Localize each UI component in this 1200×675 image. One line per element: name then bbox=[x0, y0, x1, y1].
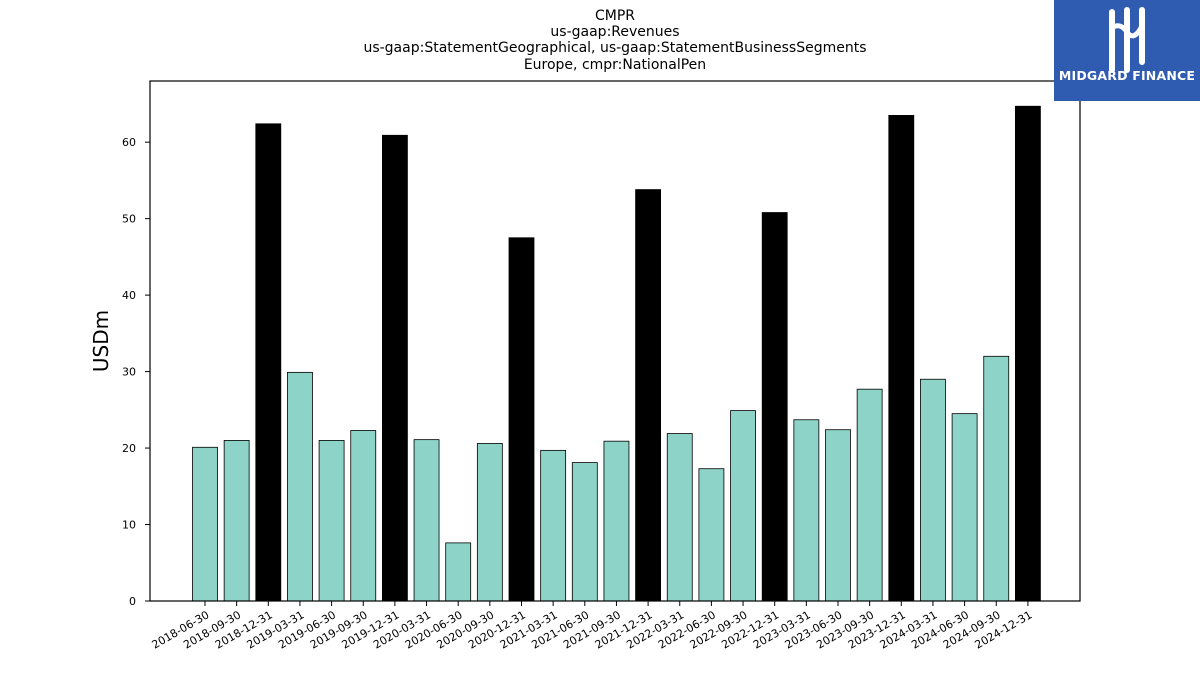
bar-2023-12-31 bbox=[888, 115, 915, 602]
bar-2023-06-30 bbox=[825, 429, 851, 602]
plot-frame bbox=[149, 80, 1081, 602]
chart-title-line-1: CMPR bbox=[594, 8, 636, 24]
bar-2024-06-30 bbox=[951, 413, 978, 602]
x-axis: 2018-06-302018-09-302018-12-312019-03-31… bbox=[150, 601, 1034, 652]
midgard-finance-logo: MIDGARD FINANCE bbox=[1054, 0, 1200, 101]
bar-2020-12-31 bbox=[508, 237, 535, 602]
bar-2021-09-30 bbox=[603, 440, 630, 602]
y-tick-label: 30 bbox=[122, 366, 136, 379]
logo-mark-icon bbox=[1109, 7, 1145, 73]
y-axis-label: USDm bbox=[89, 310, 113, 372]
y-tick-label: 50 bbox=[122, 213, 136, 226]
chart-title-line-4: Europe, cmpr:NationalPen bbox=[523, 57, 707, 73]
y-tick-label: 0 bbox=[129, 595, 136, 608]
bar-2024-12-31 bbox=[1015, 105, 1041, 602]
chart-title-line-2: us-gaap:Revenues bbox=[550, 24, 680, 40]
bar-2018-06-30 bbox=[192, 446, 218, 602]
bar-2019-06-30 bbox=[318, 440, 345, 602]
bar-2019-03-31 bbox=[287, 371, 313, 602]
bar-2023-09-30 bbox=[856, 388, 883, 602]
chart-title-line-3: us-gaap:StatementGeographical, us-gaap:S… bbox=[363, 40, 867, 56]
bar-2022-09-30 bbox=[730, 410, 756, 602]
bar-2019-09-30 bbox=[350, 430, 377, 602]
bars-group bbox=[192, 105, 1041, 602]
bar-2022-06-30 bbox=[698, 468, 725, 602]
y-tick-label: 10 bbox=[122, 519, 136, 532]
bar-2020-06-30 bbox=[445, 542, 472, 602]
y-tick-label: 20 bbox=[122, 442, 136, 455]
bar-2024-03-31 bbox=[920, 378, 946, 602]
y-axis: 0 10 20 30 40 50 60 bbox=[122, 136, 150, 608]
logo-text: MIDGARD FINANCE bbox=[1058, 68, 1196, 83]
bar-2019-12-31 bbox=[381, 134, 408, 602]
bar-2022-03-31 bbox=[666, 433, 693, 602]
bar-2021-12-31 bbox=[635, 189, 661, 602]
bar-2022-12-31 bbox=[761, 212, 788, 602]
bar-2018-09-30 bbox=[223, 440, 250, 602]
y-tick-label: 60 bbox=[122, 136, 136, 149]
bar-2021-06-30 bbox=[571, 462, 598, 602]
bar-2020-03-31 bbox=[413, 439, 440, 602]
y-tick-label: 40 bbox=[122, 289, 136, 302]
bar-2018-12-31 bbox=[255, 123, 282, 602]
bar-2020-09-30 bbox=[476, 443, 503, 602]
bar-2023-03-31 bbox=[793, 419, 820, 602]
bar-2024-09-30 bbox=[983, 355, 1010, 602]
bar-2021-03-31 bbox=[540, 449, 567, 602]
